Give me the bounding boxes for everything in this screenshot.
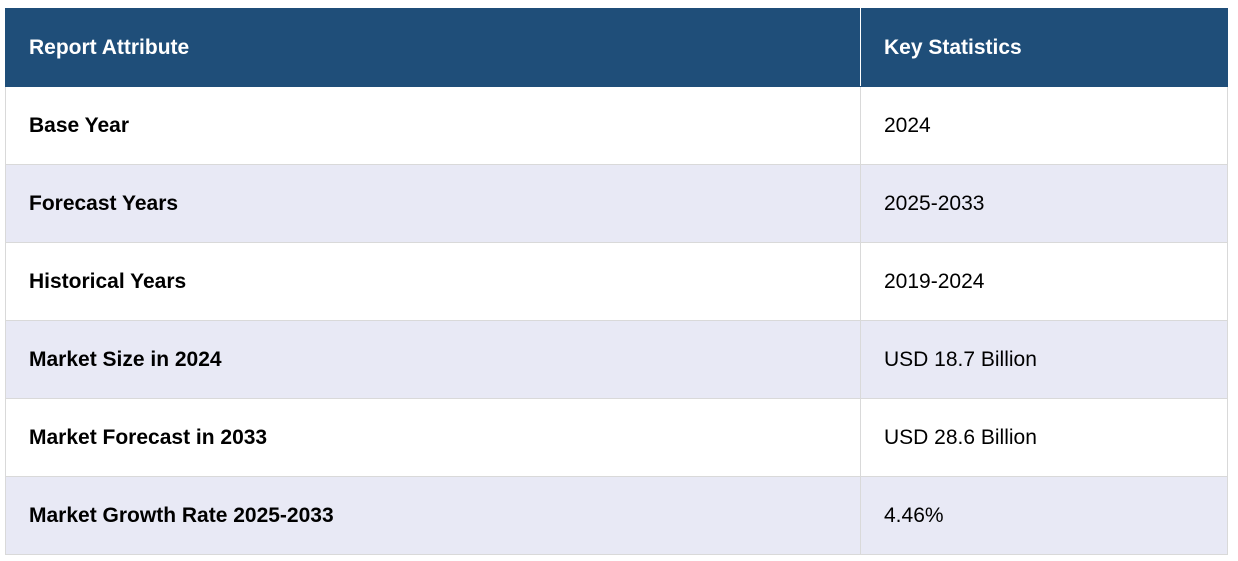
header-key-statistics: Key Statistics: [860, 8, 1228, 87]
row-value: 2024: [860, 86, 1228, 165]
table-header-row: Report Attribute Key Statistics: [5, 8, 1228, 87]
row-value: 4.46%: [860, 476, 1228, 555]
table-row: Market Size in 2024 USD 18.7 Billion: [5, 320, 1228, 399]
row-value: USD 18.7 Billion: [860, 320, 1228, 399]
table-row: Market Forecast in 2033 USD 28.6 Billion: [5, 398, 1228, 477]
table-row: Base Year 2024: [5, 86, 1228, 165]
row-attribute: Market Forecast in 2033: [5, 398, 861, 477]
table-row: Historical Years 2019-2024: [5, 242, 1228, 321]
table-row: Market Growth Rate 2025-2033 4.46%: [5, 476, 1228, 555]
report-table-container: Report Attribute Key Statistics Base Yea…: [5, 8, 1228, 555]
row-value: 2019-2024: [860, 242, 1228, 321]
report-statistics-table: Report Attribute Key Statistics Base Yea…: [5, 8, 1228, 555]
header-report-attribute: Report Attribute: [5, 8, 861, 87]
table-row: Forecast Years 2025-2033: [5, 164, 1228, 243]
row-attribute: Market Size in 2024: [5, 320, 861, 399]
row-value: 2025-2033: [860, 164, 1228, 243]
row-attribute: Market Growth Rate 2025-2033: [5, 476, 861, 555]
row-value: USD 28.6 Billion: [860, 398, 1228, 477]
row-attribute: Base Year: [5, 86, 861, 165]
row-attribute: Historical Years: [5, 242, 861, 321]
row-attribute: Forecast Years: [5, 164, 861, 243]
